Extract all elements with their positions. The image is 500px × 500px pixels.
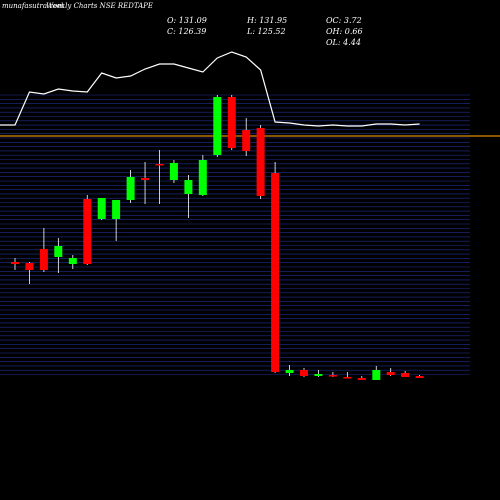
candle-body [39,249,48,270]
candle-body [198,160,207,195]
candle-body [256,128,265,196]
candle-body [184,180,193,194]
candle [285,365,294,376]
candles [11,95,424,380]
open-value: O: 131.09 [167,16,207,25]
candle [25,262,34,284]
high-value: H: 131.95 [247,16,288,25]
candle-body [54,246,63,257]
candle [343,372,352,379]
candle [169,160,178,183]
candle-body [25,263,34,270]
candle [401,371,410,377]
candle [372,366,381,380]
candle [386,368,395,376]
candle [213,95,222,157]
candle [198,155,207,196]
candle [242,118,251,156]
candle [39,228,48,272]
candle-body [401,373,410,377]
candle [126,170,135,203]
candle-body [97,198,106,219]
candle-body [126,177,135,200]
candle-body [357,378,366,380]
candle-body [11,262,19,264]
candle-body [227,97,236,148]
candle-body [314,374,323,376]
candle [300,368,308,377]
candle [141,162,149,204]
candle [97,198,106,220]
candle [112,200,121,241]
candle-body [386,372,395,375]
candle [227,95,236,150]
candle-body [300,370,308,376]
candle-body [169,163,178,180]
candle [83,195,92,265]
candle [155,150,164,204]
candle [271,162,280,373]
candle-body [68,258,77,264]
candle-body [343,377,352,379]
candle-body [328,375,337,377]
candle [328,372,337,377]
candle [357,376,366,380]
ol-value: OL: 4.44 [326,38,361,47]
candle-body [372,370,381,380]
candle [314,370,323,377]
candle [68,255,77,269]
candle-body [155,164,164,166]
candle-body [213,97,222,155]
candle-body [415,376,424,378]
volume-line [0,51,420,127]
candle-body [83,199,92,264]
candle [415,375,424,378]
chart-title: Weekly Charts NSE REDTAPE [46,2,153,10]
low-value: L: 125.52 [247,27,286,36]
candle [54,238,63,273]
candle [184,175,193,218]
candle-body [285,370,294,373]
candle [11,258,19,270]
candle-body [242,130,251,151]
candle [256,125,265,199]
candle-body [112,200,121,219]
close-value: C: 126.39 [167,27,207,36]
oh-value: OH: 0.66 [326,27,363,36]
candle-body [271,173,280,372]
site-label: munafasutra.com [2,2,65,10]
candle-body [141,178,149,180]
oc-value: OC: 3.72 [326,16,362,25]
